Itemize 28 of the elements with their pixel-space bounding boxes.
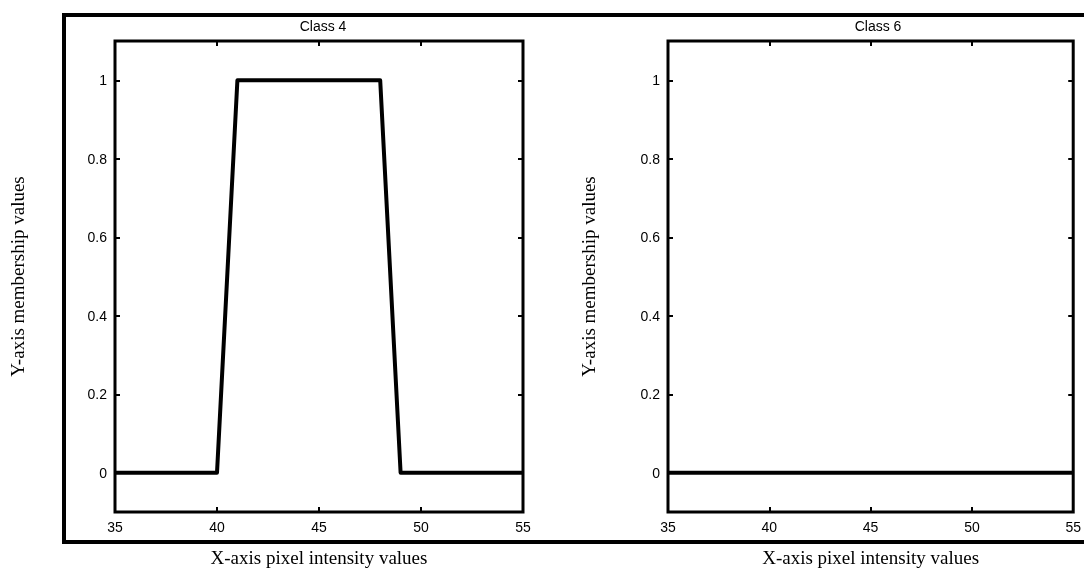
y-tick-label: 0.4 xyxy=(640,307,661,324)
y-tick-label: 0.8 xyxy=(87,150,108,167)
y-tick-label: 0.6 xyxy=(640,229,661,246)
chart-title: Class 4 xyxy=(299,18,347,34)
chart-title: Class 6 xyxy=(854,18,902,34)
y-axis-title: Y-axis membership values xyxy=(7,176,28,377)
y-tick-label: 0 xyxy=(652,464,661,481)
y-tick-label: 1 xyxy=(99,72,108,89)
y-tick-label: 0.6 xyxy=(87,229,108,246)
x-tick-label: 45 xyxy=(311,519,327,535)
x-axis-title: X-axis pixel intensity values xyxy=(762,547,980,568)
x-tick-label: 40 xyxy=(209,519,225,535)
x-axis-title: X-axis pixel intensity values xyxy=(210,547,428,568)
x-tick-label: 45 xyxy=(862,519,879,535)
x-tick-label: 50 xyxy=(413,519,429,535)
x-tick-label: 50 xyxy=(964,519,980,535)
x-tick-label: 55 xyxy=(515,519,531,535)
y-axis-title: Y-axis membership values xyxy=(578,176,599,377)
x-tick-label: 40 xyxy=(761,519,778,535)
x-tick-label: 35 xyxy=(107,519,123,535)
x-tick-label: 35 xyxy=(660,519,676,535)
y-tick-label: 0.4 xyxy=(87,307,108,324)
x-tick-label: 55 xyxy=(1065,519,1082,535)
y-tick-label: 0.2 xyxy=(87,386,108,403)
y-tick-label: 0.2 xyxy=(640,386,661,403)
y-tick-label: 0.8 xyxy=(640,150,661,167)
y-tick-label: 0 xyxy=(99,464,108,481)
y-tick-label: 1 xyxy=(652,72,661,89)
